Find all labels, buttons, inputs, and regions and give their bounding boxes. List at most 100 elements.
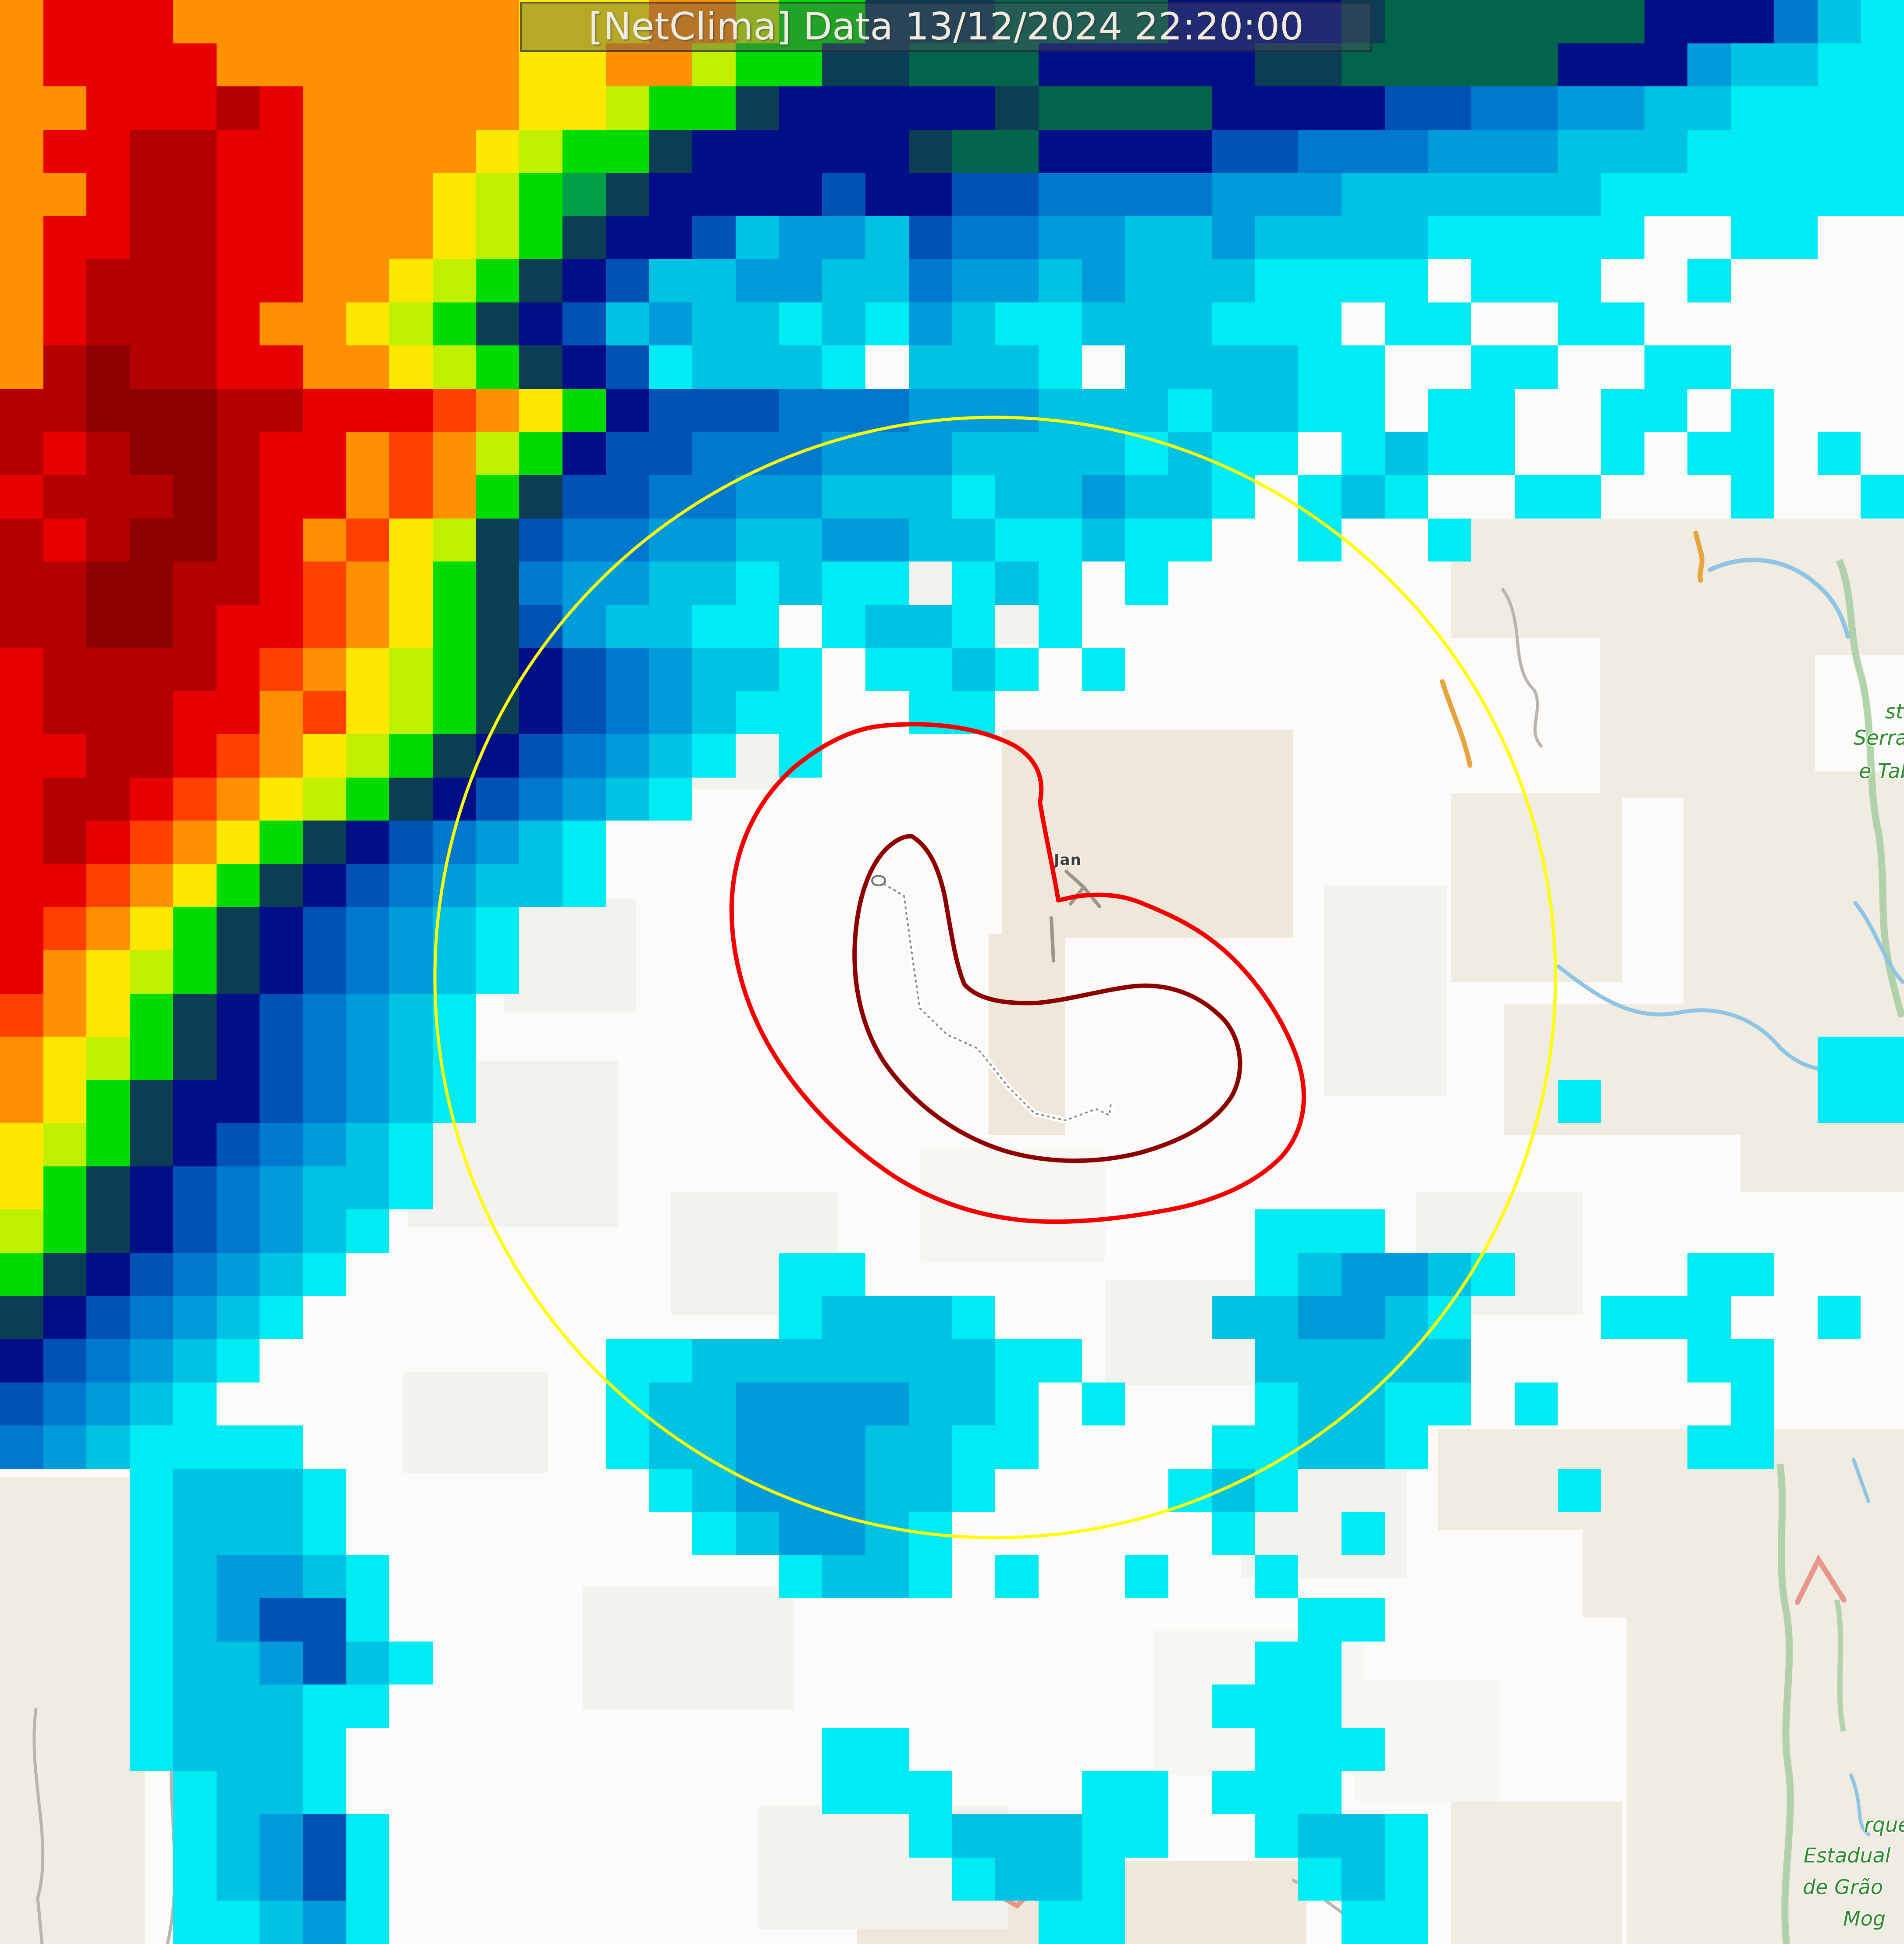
radar-cell	[735, 259, 779, 302]
radar-cell	[86, 1209, 130, 1253]
radar-cell	[952, 129, 996, 173]
radar-cell	[0, 691, 43, 735]
radar-cell	[86, 216, 130, 259]
radar-cell	[0, 604, 43, 648]
radar-cell	[1341, 1296, 1385, 1339]
radar-cell	[173, 345, 217, 389]
radar-cell	[1255, 388, 1299, 432]
radar-cell	[562, 691, 606, 735]
radar-cell	[1298, 129, 1342, 173]
radar-cell	[173, 1037, 217, 1080]
radar-cell	[43, 734, 87, 778]
radar-cell	[1558, 216, 1601, 259]
radar-cell	[779, 86, 822, 130]
radar-cell	[173, 173, 217, 216]
radar-cell	[1341, 475, 1385, 519]
radar-cell	[735, 691, 779, 735]
radar-row	[0, 907, 1904, 951]
radar-cell	[1384, 1857, 1428, 1901]
radar-cell	[0, 475, 43, 519]
radar-cell	[433, 648, 476, 691]
radar-cell	[1038, 86, 1082, 130]
radar-cell	[1731, 432, 1774, 476]
radar-cell	[865, 604, 909, 648]
radar-cell	[1038, 216, 1082, 259]
radar-cell	[433, 388, 476, 432]
radar-cell	[1384, 1252, 1428, 1296]
radar-cell	[389, 691, 433, 735]
radar-cell	[216, 1555, 260, 1599]
radar-cell	[86, 864, 130, 907]
radar-cell	[1082, 518, 1125, 562]
radar-cell	[173, 1080, 217, 1123]
radar-cell	[735, 1512, 779, 1555]
radar-cell	[1687, 1296, 1731, 1339]
radar-cell	[908, 173, 952, 216]
radar-cell	[43, 648, 87, 691]
radar-cell	[260, 475, 303, 519]
radar-cell	[173, 518, 217, 562]
radar-cell	[605, 734, 649, 778]
radar-cell	[476, 691, 520, 735]
radar-cell	[476, 259, 520, 302]
radar-row	[0, 302, 1904, 346]
radar-cell	[1601, 302, 1644, 346]
map-patch	[1600, 631, 1815, 798]
radar-cell	[130, 1037, 173, 1080]
radar-cell	[1687, 0, 1731, 43]
radar-cell	[303, 475, 346, 519]
radar-cell	[389, 173, 433, 216]
radar-cell	[260, 821, 303, 864]
radar-cell	[476, 518, 520, 562]
radar-cell	[1817, 0, 1861, 43]
radar-row	[0, 216, 1904, 259]
radar-cell	[692, 1512, 736, 1555]
radar-row	[0, 1425, 1904, 1469]
radar-cell	[389, 86, 433, 130]
radar-cell	[779, 345, 822, 389]
radar-cell	[303, 950, 346, 994]
radar-cell	[260, 388, 303, 432]
radar-cell	[1384, 0, 1428, 43]
radar-cell	[173, 388, 217, 432]
radar-cell	[389, 129, 433, 173]
radar-cell	[86, 173, 130, 216]
radar-cell	[1471, 86, 1515, 130]
radar-cell	[1514, 475, 1558, 519]
radar-cell	[1298, 1771, 1342, 1814]
radar-cell	[562, 216, 606, 259]
radar-cell	[1731, 129, 1774, 173]
radar-cell	[735, 129, 779, 173]
radar-cell	[346, 388, 390, 432]
radar-cell	[433, 43, 476, 87]
radar-cell	[692, 345, 736, 389]
radar-cell	[1298, 1382, 1342, 1426]
radar-cell	[389, 821, 433, 864]
radar-cell	[86, 432, 130, 476]
radar-cell	[86, 950, 130, 994]
radar-cell	[43, 43, 87, 87]
radar-row	[0, 432, 1904, 476]
radar-cell	[1255, 1814, 1299, 1858]
radar-cell	[779, 0, 822, 43]
radar-cell	[216, 864, 260, 907]
radar-cell	[1471, 43, 1515, 87]
radar-cell	[1817, 173, 1861, 216]
radar-cell	[735, 302, 779, 346]
radar-cell	[1384, 432, 1428, 476]
radar-cell	[476, 216, 520, 259]
radar-row	[0, 821, 1904, 864]
radar-cell	[822, 388, 866, 432]
radar-cell	[865, 648, 909, 691]
radar-cell	[649, 86, 693, 130]
radar-cell	[995, 86, 1039, 130]
radar-cell	[1471, 0, 1515, 43]
radar-cell	[1038, 604, 1082, 648]
radar-cell	[779, 259, 822, 302]
radar-cell	[476, 173, 520, 216]
radar-cell	[173, 43, 217, 87]
radar-cell	[43, 259, 87, 302]
radar-cell	[649, 777, 693, 821]
radar-cell	[216, 1512, 260, 1555]
radar-cell	[908, 1425, 952, 1469]
